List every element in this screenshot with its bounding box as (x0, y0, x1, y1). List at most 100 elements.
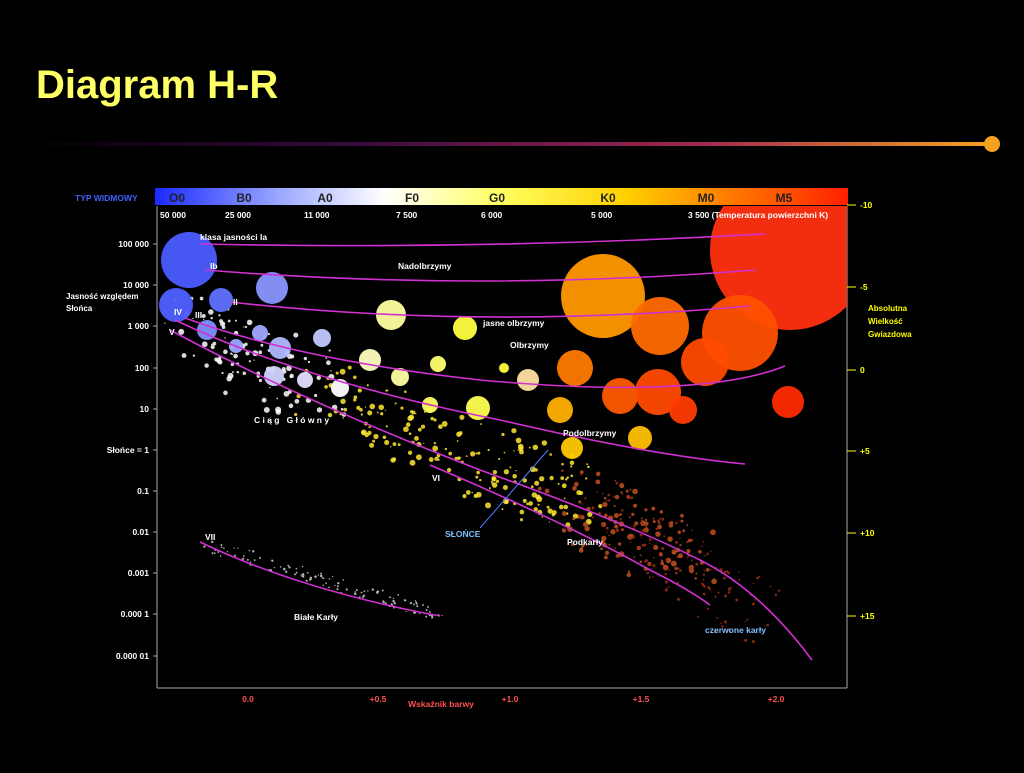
star-dot (724, 594, 727, 598)
star-dot (230, 362, 235, 367)
star-dot (288, 403, 294, 409)
star-dot (306, 571, 309, 574)
star-dot (579, 470, 584, 475)
star-dot (664, 588, 668, 592)
star-dot (211, 540, 214, 544)
star-dot (621, 509, 624, 512)
star-dot (613, 505, 616, 508)
star-dot (296, 394, 301, 399)
star-dot (253, 559, 256, 562)
star-dot (711, 578, 717, 585)
star-dot (563, 504, 569, 510)
star (391, 368, 409, 386)
star-dot (537, 503, 540, 506)
slide-title: Diagram H-R (36, 63, 278, 107)
star-dot (570, 465, 573, 468)
star-dot (276, 397, 279, 400)
star-dot (271, 560, 274, 562)
star (209, 288, 233, 312)
star-dot (598, 504, 603, 509)
star-dot (723, 576, 726, 580)
star-dot (708, 588, 711, 591)
star-dot (671, 549, 675, 553)
star-dot (332, 575, 334, 578)
annotation: IV (174, 307, 182, 317)
star-dot (340, 398, 346, 404)
star-dot (643, 529, 647, 533)
star-dot (677, 567, 680, 570)
star-dot (663, 535, 666, 538)
star-dot (432, 445, 439, 452)
star-dot (368, 425, 371, 429)
star-dot (641, 522, 644, 525)
star-dot (603, 496, 607, 500)
star-dot (651, 543, 654, 546)
star-dot (652, 520, 656, 524)
annotation: II (233, 297, 238, 307)
star-dot (727, 628, 731, 631)
star-dot (422, 604, 424, 606)
star-dot (231, 353, 233, 356)
star-dot (511, 428, 517, 434)
star-dot (534, 480, 540, 486)
star-dot (631, 512, 635, 516)
star-dot (470, 451, 476, 457)
star-dot (680, 519, 684, 523)
star-dot (706, 552, 709, 556)
star-dot (492, 469, 498, 475)
annotation: C i ą g G ł ó w n y (254, 415, 329, 425)
magnitude-tick: -10 (860, 200, 873, 210)
star-dot (321, 577, 324, 579)
star-dot (456, 431, 462, 437)
star-dot (644, 560, 647, 563)
star-dot (347, 365, 352, 370)
star-dot (648, 542, 651, 544)
star-dot (416, 454, 422, 461)
luminosity-tick: Słońce = 1 (107, 445, 150, 455)
star-dot (710, 550, 712, 552)
star-dot (416, 605, 419, 608)
star (256, 272, 288, 304)
star-dot (710, 529, 716, 536)
star-dot (614, 524, 619, 529)
star-dot (316, 407, 323, 413)
star-dot (690, 538, 694, 542)
star-dot (181, 353, 187, 358)
star-dot (680, 553, 683, 555)
star-dot (192, 354, 196, 357)
star-dot (679, 569, 682, 572)
star-dot (258, 350, 263, 355)
star-dot (658, 552, 661, 554)
star-dot (640, 517, 643, 520)
star-dot (727, 587, 731, 591)
star-dot (513, 450, 515, 452)
star-dot (515, 470, 517, 472)
star-dot (381, 589, 384, 592)
star-dot (746, 618, 749, 621)
star-dot (670, 521, 674, 525)
star-dot (390, 457, 396, 463)
star (252, 325, 268, 341)
star-dot (541, 516, 543, 518)
star-dot (626, 572, 632, 578)
star-dot (612, 495, 615, 498)
star-dot (560, 476, 565, 481)
star-dot (517, 443, 524, 450)
star-dot (417, 427, 422, 432)
star-dot (694, 577, 697, 580)
luminosity-tick: 0.1 (137, 486, 149, 496)
star-dot (668, 569, 670, 571)
star-dot (373, 433, 379, 440)
star-dot (756, 576, 759, 580)
color-index-tick: +2.0 (768, 694, 785, 704)
star-dot (744, 638, 748, 642)
star-dot (675, 521, 678, 525)
star-dot (713, 630, 717, 634)
star-dot (356, 405, 361, 411)
color-index-tick: +1.0 (502, 694, 519, 704)
star-dot (547, 508, 553, 514)
star-dot (557, 482, 560, 485)
star-dot (595, 471, 601, 477)
star-dot (674, 571, 678, 575)
star-dot (336, 585, 339, 588)
